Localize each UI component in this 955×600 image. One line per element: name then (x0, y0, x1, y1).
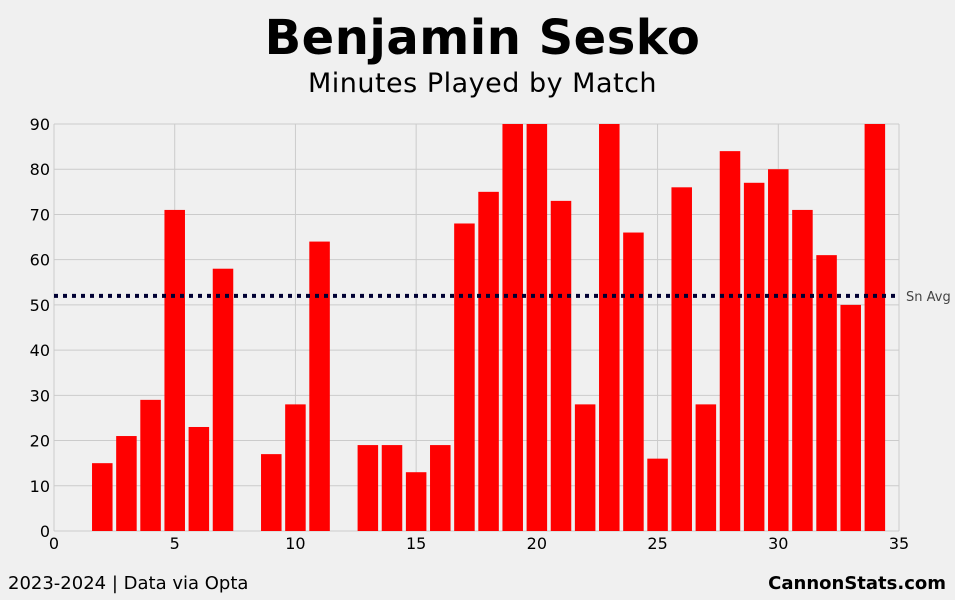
bar (357, 445, 379, 531)
y-tick-label: 10 (30, 477, 50, 496)
x-tick-label: 30 (768, 534, 788, 553)
bar (864, 124, 886, 531)
bar (381, 445, 403, 531)
bar (526, 124, 548, 531)
bar (623, 232, 644, 532)
x-tick-label: 0 (49, 534, 59, 553)
y-tick-label: 70 (30, 205, 50, 224)
x-tick-label: 25 (647, 534, 667, 553)
brand-watermark: CannonStats.com (768, 573, 946, 594)
bar (599, 124, 620, 531)
bar (695, 404, 717, 531)
chart-title: Benjamin Sesko (264, 10, 701, 66)
chart-subtitle: Minutes Played by Match (307, 68, 658, 99)
season-average-label: Sn Avg (906, 290, 951, 305)
x-tick-label: 5 (170, 534, 180, 553)
bar (478, 191, 499, 532)
y-tick-label: 80 (30, 160, 50, 179)
y-tick-label: 40 (30, 341, 50, 360)
bar (405, 472, 427, 531)
y-tick-label: 60 (30, 251, 50, 270)
x-tick-label: 15 (406, 534, 426, 553)
bar (212, 268, 234, 531)
bar (430, 445, 451, 531)
x-tick-label: 35 (889, 534, 909, 553)
bar (574, 404, 596, 531)
bar (140, 399, 161, 531)
bar (719, 151, 741, 531)
bar (743, 182, 765, 532)
bar (164, 209, 185, 531)
bar (647, 458, 668, 531)
y-tick-label: 30 (30, 386, 50, 405)
y-tick-label: 20 (30, 432, 50, 451)
x-tick-label: 10 (285, 534, 305, 553)
bar (116, 436, 137, 531)
bar (840, 304, 861, 531)
bar (285, 404, 306, 531)
bar (768, 169, 789, 531)
y-tick-label: 0 (40, 522, 50, 541)
bar (92, 463, 113, 531)
bar (261, 454, 282, 531)
season-source-note: 2023-2024 | Data via Opta (8, 573, 249, 594)
bar (188, 426, 210, 531)
bar (816, 255, 837, 531)
bar (550, 200, 572, 531)
bar (309, 241, 330, 532)
bar (671, 187, 692, 532)
x-tick-label: 20 (527, 534, 547, 553)
y-tick-label: 50 (30, 296, 50, 315)
bar (502, 124, 523, 531)
bar (792, 209, 813, 531)
bar (454, 223, 475, 531)
y-tick-label: 90 (30, 115, 50, 134)
